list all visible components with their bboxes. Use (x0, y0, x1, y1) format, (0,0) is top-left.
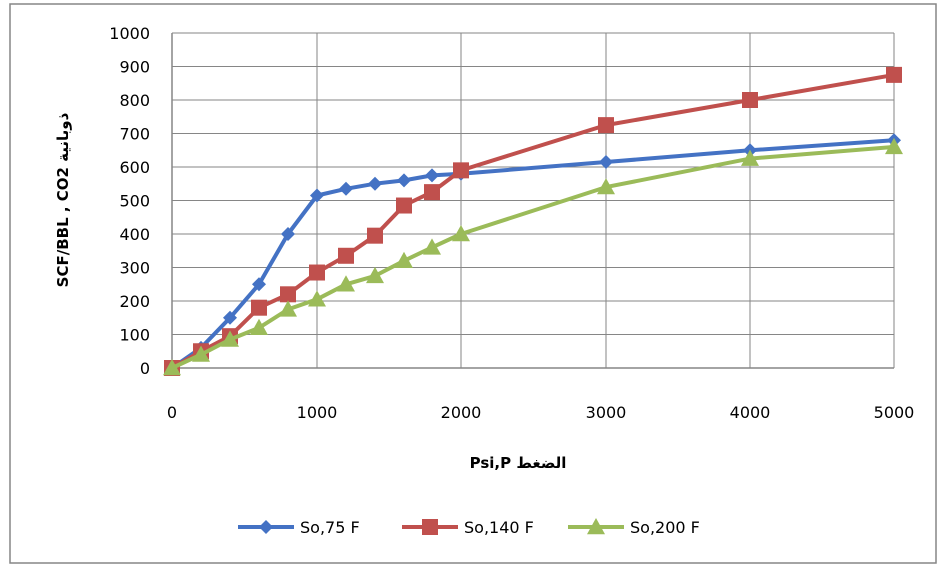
legend-label: So,75 F (300, 518, 360, 537)
data-point (310, 188, 324, 203)
data-point (453, 162, 469, 179)
y-tick-label: 100 (119, 326, 150, 345)
series-line (171, 144, 895, 370)
legend-swatch-marker (587, 518, 605, 535)
legend-item: So,140 F (402, 518, 534, 537)
data-point (597, 178, 615, 195)
data-point (598, 117, 614, 134)
x-tick-label: 2000 (441, 403, 482, 422)
y-tick-label: 400 (119, 225, 150, 244)
data-point (885, 137, 903, 155)
y-tick-label: 700 (119, 125, 150, 144)
series-line (170, 138, 895, 370)
data-point (423, 238, 441, 255)
tick-labels: 0 100 200 300 400 500 600 700 800 900 1000 0 1000 200… (109, 24, 914, 422)
data-point (339, 181, 353, 196)
legend-label: So,200 F (630, 518, 700, 537)
x-tick-label: 4000 (730, 403, 771, 422)
y-tick-label: 1000 (109, 24, 150, 43)
chart-border (9, 3, 937, 564)
y-tick-label: 300 (119, 259, 150, 278)
data-point (309, 264, 325, 281)
y-tick-label: 200 (119, 292, 150, 311)
data-point (337, 275, 355, 292)
data-point (281, 227, 295, 241)
series-3 (163, 137, 903, 376)
y-axis-title: SCF/BBL , CO2 ذوبانية (54, 112, 72, 287)
data-point (396, 197, 412, 214)
data-point (424, 184, 440, 201)
data-point (367, 227, 383, 244)
data-point (397, 173, 411, 188)
y-tick-label: 900 (119, 58, 150, 77)
data-point (280, 286, 296, 303)
data-point (163, 359, 181, 376)
y-tick-label: 500 (119, 192, 150, 211)
x-tick-label: 3000 (586, 403, 627, 422)
data-point (223, 310, 237, 325)
legend-swatch-marker (422, 519, 438, 535)
x-tick-label: 5000 (874, 403, 915, 422)
data-point (886, 66, 902, 83)
legend-item: So,75 F (238, 518, 360, 537)
data-point (192, 345, 210, 362)
y-tick-label: 0 (140, 359, 150, 378)
data-point (308, 290, 326, 307)
data-point (251, 299, 267, 316)
data-point (425, 168, 439, 183)
data-point (279, 300, 297, 317)
data-point (338, 247, 354, 264)
data-point (366, 266, 384, 284)
y-tick-label: 800 (119, 91, 150, 110)
legend: So,75 F So,140 F So,200 F (238, 518, 700, 537)
data-point (452, 225, 470, 242)
legend-item: So,200 F (568, 518, 700, 537)
data-point (742, 92, 758, 108)
data-point (599, 154, 613, 169)
data-point (368, 176, 382, 191)
x-axis-title: Psi,P الضغط (470, 454, 567, 472)
series-layer (163, 66, 903, 376)
y-tick-label: 600 (119, 158, 150, 177)
x-tick-label: 0 (167, 403, 177, 422)
data-point (252, 277, 266, 292)
x-tick-label: 1000 (297, 403, 338, 422)
data-point (250, 318, 268, 335)
data-point (395, 251, 413, 268)
legend-swatch-marker (259, 520, 273, 534)
legend-label: So,140 F (464, 518, 534, 537)
data-point (741, 149, 759, 166)
data-point (221, 330, 239, 347)
